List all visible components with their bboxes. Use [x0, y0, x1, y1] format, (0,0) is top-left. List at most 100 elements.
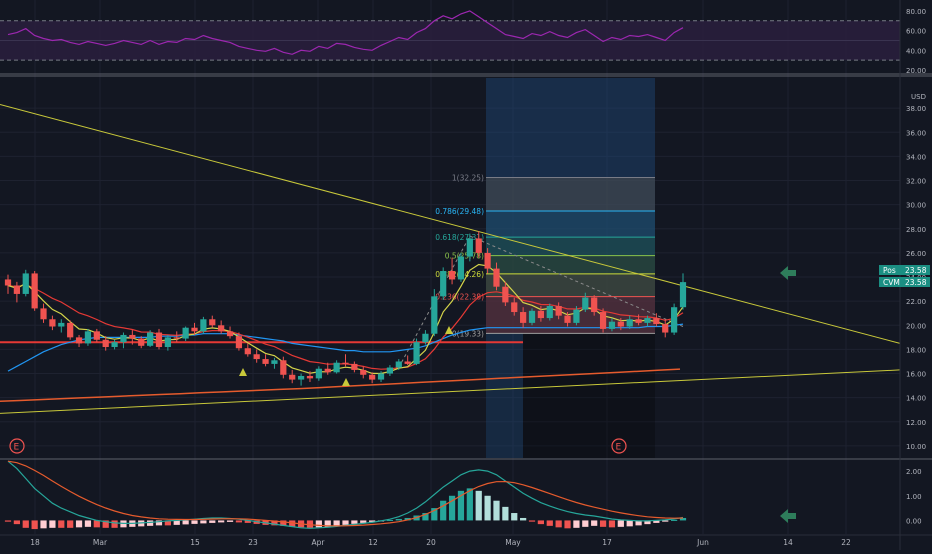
candle[interactable]	[244, 343, 251, 357]
macd-histogram-bar	[40, 520, 47, 529]
candle[interactable]	[102, 336, 109, 351]
candle[interactable]	[191, 322, 198, 335]
candle[interactable]	[644, 315, 651, 327]
candle[interactable]	[520, 307, 527, 328]
rsi-pane[interactable]: 80.00 60.00 40.00 20.00	[0, 8, 926, 75]
candle[interactable]	[617, 318, 624, 331]
candle[interactable]	[262, 354, 269, 367]
candle[interactable]	[13, 281, 20, 303]
candle[interactable]	[555, 302, 562, 320]
candle-body	[280, 360, 287, 375]
candle[interactable]	[377, 371, 385, 382]
earnings-marker[interactable]: E	[9, 438, 25, 454]
price-tick-label: 14.00	[906, 395, 926, 403]
candle[interactable]	[173, 331, 180, 343]
candle[interactable]	[342, 354, 349, 367]
macd-pane[interactable]: 2.00 1.00 0.00	[4, 460, 922, 530]
candle[interactable]	[40, 303, 47, 323]
candle[interactable]	[306, 371, 314, 382]
candle[interactable]	[413, 338, 420, 366]
macd-histogram-bar	[146, 520, 154, 526]
candle[interactable]	[653, 313, 660, 327]
candle[interactable]	[351, 361, 358, 373]
candle[interactable]	[164, 334, 171, 351]
candle[interactable]	[493, 262, 500, 291]
candle[interactable]	[67, 320, 74, 340]
candle-body	[413, 342, 420, 364]
macd-histogram-bar	[289, 520, 296, 527]
macd-histogram-bar	[582, 520, 589, 527]
candle-body	[608, 321, 616, 329]
candle[interactable]	[31, 271, 38, 311]
candle[interactable]	[58, 319, 65, 333]
price-candles[interactable]	[4, 231, 687, 386]
candle[interactable]	[22, 269, 29, 297]
candle[interactable]	[431, 289, 438, 337]
candle[interactable]	[226, 326, 234, 339]
candle[interactable]	[395, 359, 402, 370]
candle[interactable]	[679, 273, 687, 310]
candle[interactable]	[511, 297, 518, 316]
candle[interactable]	[84, 328, 92, 346]
earnings-marker[interactable]: E	[611, 438, 627, 454]
pos-label-text: Pos	[883, 266, 896, 275]
candle[interactable]	[386, 365, 394, 376]
candle[interactable]	[218, 320, 225, 334]
candle[interactable]	[289, 369, 296, 384]
candle[interactable]	[280, 356, 287, 379]
fib-level-label: 0(19.33)	[452, 329, 484, 338]
candle[interactable]	[440, 267, 447, 300]
candle[interactable]	[209, 315, 216, 328]
candle[interactable]	[448, 257, 456, 285]
candle[interactable]	[129, 330, 136, 345]
candle[interactable]	[333, 360, 340, 374]
candle[interactable]	[49, 315, 56, 331]
candle[interactable]	[120, 332, 127, 349]
candle[interactable]	[502, 281, 509, 306]
candle[interactable]	[671, 303, 678, 335]
candle[interactable]	[484, 248, 491, 274]
candle[interactable]	[422, 330, 429, 345]
candle[interactable]	[200, 316, 207, 334]
candle[interactable]	[253, 349, 260, 363]
candle[interactable]	[475, 231, 482, 258]
candle[interactable]	[582, 292, 589, 313]
candle[interactable]	[93, 328, 100, 343]
candle[interactable]	[271, 357, 278, 369]
candle[interactable]	[138, 336, 145, 349]
candle[interactable]	[564, 312, 571, 327]
time-tick-label: 14	[783, 538, 793, 547]
candle[interactable]	[369, 372, 376, 384]
candle[interactable]	[635, 314, 642, 326]
candle[interactable]	[573, 306, 580, 326]
candle[interactable]	[155, 328, 163, 350]
candle[interactable]	[4, 274, 12, 294]
fib-zone	[486, 237, 655, 256]
candle[interactable]	[466, 233, 473, 262]
candle[interactable]	[235, 332, 243, 351]
candle[interactable]	[111, 339, 118, 350]
candle[interactable]	[457, 252, 465, 282]
candle[interactable]	[146, 330, 154, 348]
candle[interactable]	[360, 366, 367, 379]
macd-histogram-bar	[315, 520, 322, 528]
candle[interactable]	[324, 362, 331, 375]
candle[interactable]	[662, 319, 669, 338]
signal-triangle-icon	[239, 368, 247, 376]
candle[interactable]	[546, 303, 553, 321]
candle[interactable]	[315, 366, 322, 381]
macd-histogram-bar	[404, 517, 411, 521]
time-axis[interactable]: 18 Mar 15 23 Apr 12 20 May 17 Jun 14 22	[30, 538, 851, 547]
candle[interactable]	[75, 334, 83, 348]
candle[interactable]	[608, 318, 616, 332]
candle[interactable]	[182, 326, 189, 341]
candle[interactable]	[591, 295, 598, 316]
candle[interactable]	[528, 308, 536, 326]
candle[interactable]	[537, 306, 545, 322]
candle[interactable]	[404, 355, 411, 366]
candle[interactable]	[599, 308, 607, 333]
candle[interactable]	[297, 373, 305, 386]
candle[interactable]	[626, 315, 633, 329]
